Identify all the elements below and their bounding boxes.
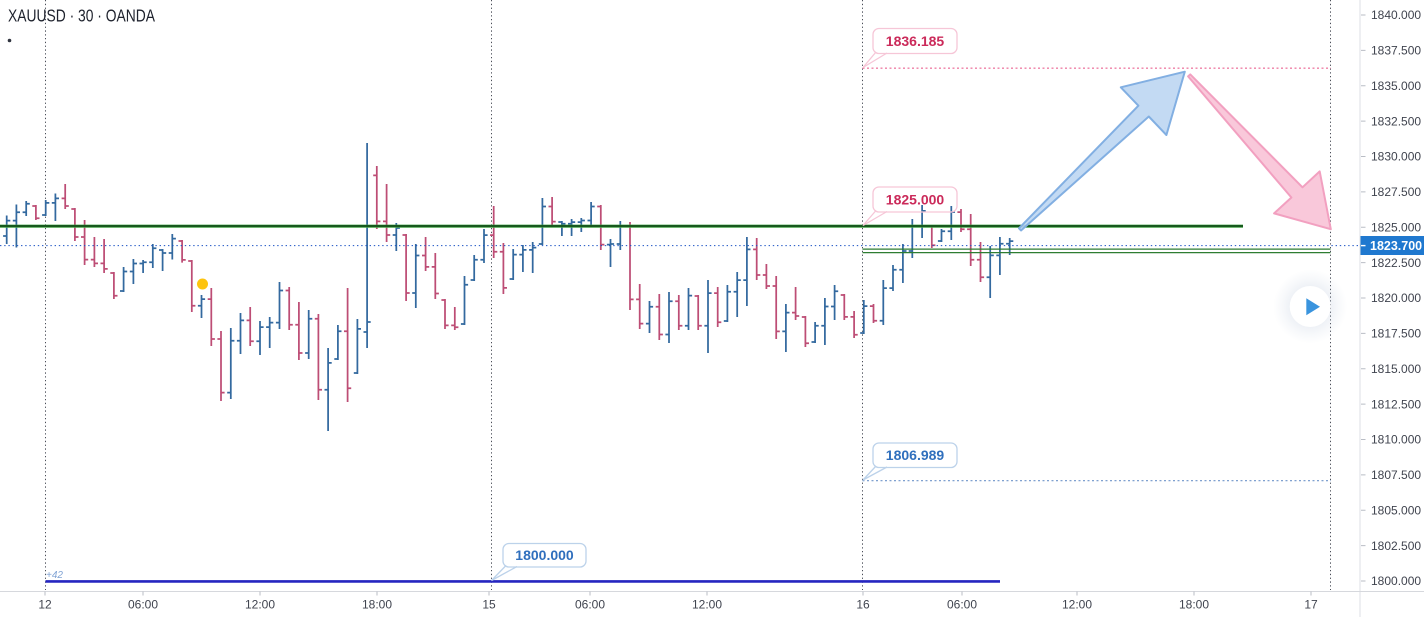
svg-text:15: 15	[482, 598, 496, 612]
svg-text:1800.000: 1800.000	[515, 547, 574, 563]
svg-text:12:00: 12:00	[1062, 598, 1092, 612]
svg-text:1817.500: 1817.500	[1371, 327, 1421, 341]
svg-text:1832.500: 1832.500	[1371, 114, 1421, 128]
svg-text:1836.185: 1836.185	[886, 33, 945, 49]
svg-text:16: 16	[856, 598, 870, 612]
svg-text:06:00: 06:00	[575, 598, 605, 612]
svg-text:1827.500: 1827.500	[1371, 185, 1421, 199]
svg-text:1802.500: 1802.500	[1371, 539, 1421, 553]
svg-text:1810.000: 1810.000	[1371, 433, 1421, 447]
svg-text:1812.500: 1812.500	[1371, 397, 1421, 411]
svg-text:1825.000: 1825.000	[1371, 220, 1421, 234]
svg-text:1835.000: 1835.000	[1371, 79, 1421, 93]
svg-text:12:00: 12:00	[245, 598, 275, 612]
svg-text:06:00: 06:00	[947, 598, 977, 612]
svg-text:1840.000: 1840.000	[1371, 8, 1421, 22]
svg-text:+42: +42	[46, 570, 63, 581]
svg-text:18:00: 18:00	[362, 598, 392, 612]
svg-text:1807.500: 1807.500	[1371, 468, 1421, 482]
svg-text:18:00: 18:00	[1179, 598, 1209, 612]
svg-text:1800.000: 1800.000	[1371, 574, 1421, 588]
svg-text:06:00: 06:00	[128, 598, 158, 612]
svg-text:1823.700: 1823.700	[1370, 239, 1422, 253]
svg-text:1825.000: 1825.000	[886, 191, 945, 207]
svg-text:1806.989: 1806.989	[886, 447, 945, 463]
svg-text:XAUUSD · 30 · OANDA: XAUUSD · 30 · OANDA	[8, 6, 155, 26]
svg-text:1837.500: 1837.500	[1371, 44, 1421, 58]
svg-text:12: 12	[38, 598, 52, 612]
svg-text:1815.000: 1815.000	[1371, 362, 1421, 376]
svg-text:12:00: 12:00	[692, 598, 722, 612]
svg-text:1805.000: 1805.000	[1371, 504, 1421, 518]
svg-text:17: 17	[1304, 598, 1318, 612]
svg-text:1820.000: 1820.000	[1371, 291, 1421, 305]
svg-text:1822.500: 1822.500	[1371, 256, 1421, 270]
svg-text:1830.000: 1830.000	[1371, 150, 1421, 164]
